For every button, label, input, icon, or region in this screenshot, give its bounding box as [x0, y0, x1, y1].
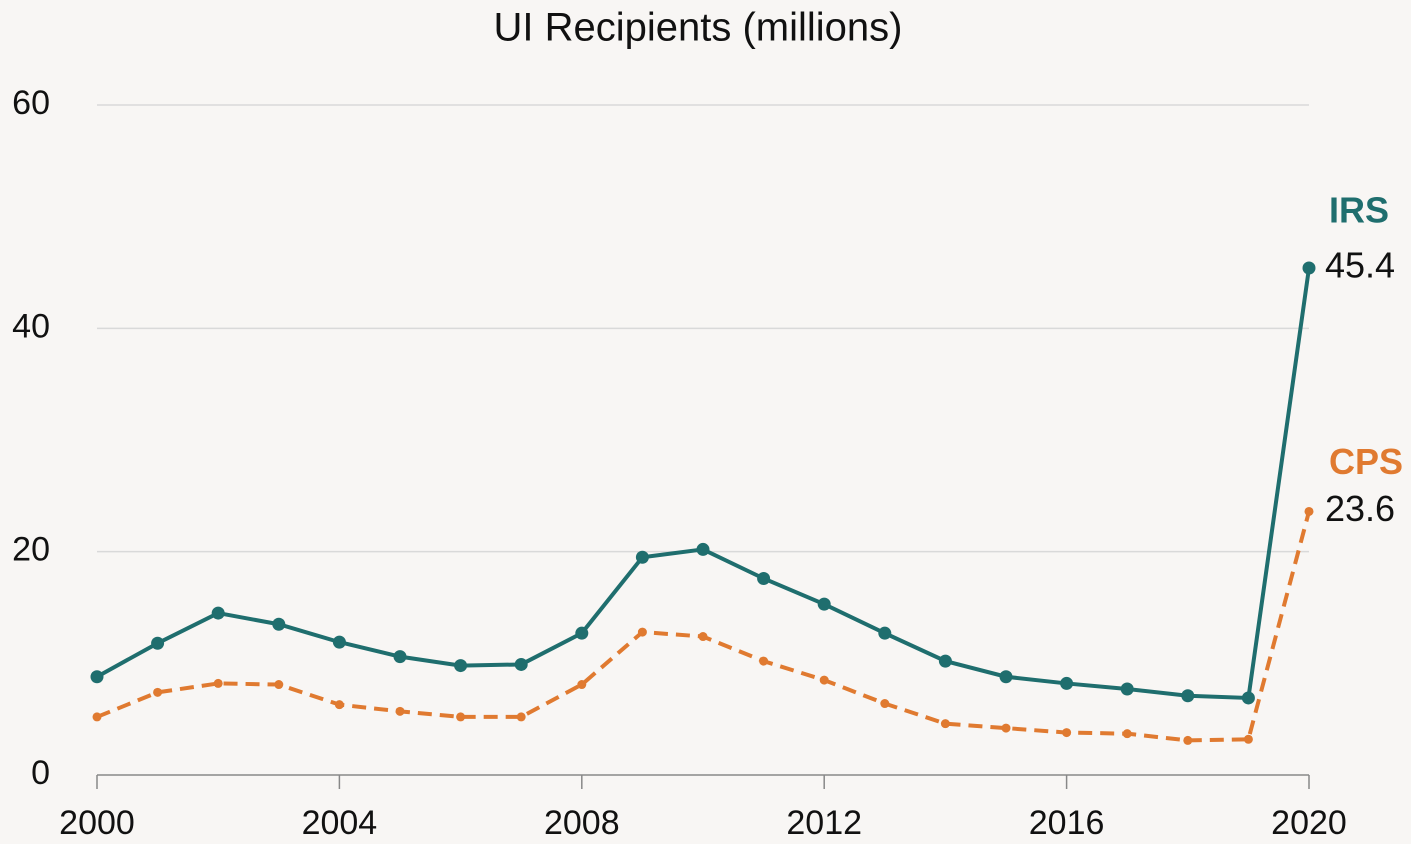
point: [272, 617, 286, 631]
point: [1302, 261, 1316, 275]
point: [516, 712, 526, 722]
point: [274, 680, 284, 690]
point: [880, 699, 890, 709]
y-tick-label: 0: [31, 754, 50, 792]
point: [456, 712, 466, 722]
point: [1062, 728, 1072, 738]
x-tick-label: 2016: [1029, 804, 1105, 842]
point: [334, 700, 344, 710]
x-tick-label: 2020: [1271, 804, 1347, 842]
point: [759, 656, 769, 666]
point: [1243, 734, 1253, 744]
point: [1304, 506, 1314, 516]
point: [1241, 691, 1255, 705]
point: [817, 597, 831, 611]
point: [1120, 682, 1134, 696]
point: [151, 636, 165, 650]
point: [577, 680, 587, 690]
point: [1001, 723, 1011, 733]
point: [153, 687, 163, 697]
point: [637, 627, 647, 637]
point: [393, 650, 407, 664]
x-tick-label: 2012: [786, 804, 862, 842]
point: [999, 670, 1013, 684]
point: [938, 654, 952, 668]
point: [211, 606, 225, 620]
x-tick-label: 2000: [59, 804, 135, 842]
point: [757, 571, 771, 585]
y-tick-label: 40: [12, 307, 50, 345]
x-tick-label: 2008: [544, 804, 620, 842]
point: [698, 632, 708, 642]
point: [213, 678, 223, 688]
x-tick-label: 2004: [302, 804, 378, 842]
point: [878, 626, 892, 640]
point: [92, 712, 102, 722]
point: [819, 675, 829, 685]
point: [332, 635, 346, 649]
chart-title: UI Recipients (millions): [494, 6, 903, 50]
point: [940, 719, 950, 729]
point: [514, 657, 528, 671]
point: [1183, 735, 1193, 745]
series-label: IRS: [1329, 190, 1389, 231]
y-tick-label: 20: [12, 531, 50, 569]
point: [395, 706, 405, 716]
point: [1181, 689, 1195, 703]
point: [635, 550, 649, 564]
series-label: CPS: [1329, 441, 1403, 482]
value-label: 45.4: [1325, 245, 1395, 286]
value-label: 23.6: [1325, 488, 1395, 529]
point: [696, 542, 710, 556]
point: [1122, 729, 1132, 739]
point: [454, 659, 468, 673]
point: [1060, 676, 1074, 690]
point: [575, 626, 589, 640]
y-tick-label: 60: [12, 84, 50, 122]
point: [90, 670, 104, 684]
